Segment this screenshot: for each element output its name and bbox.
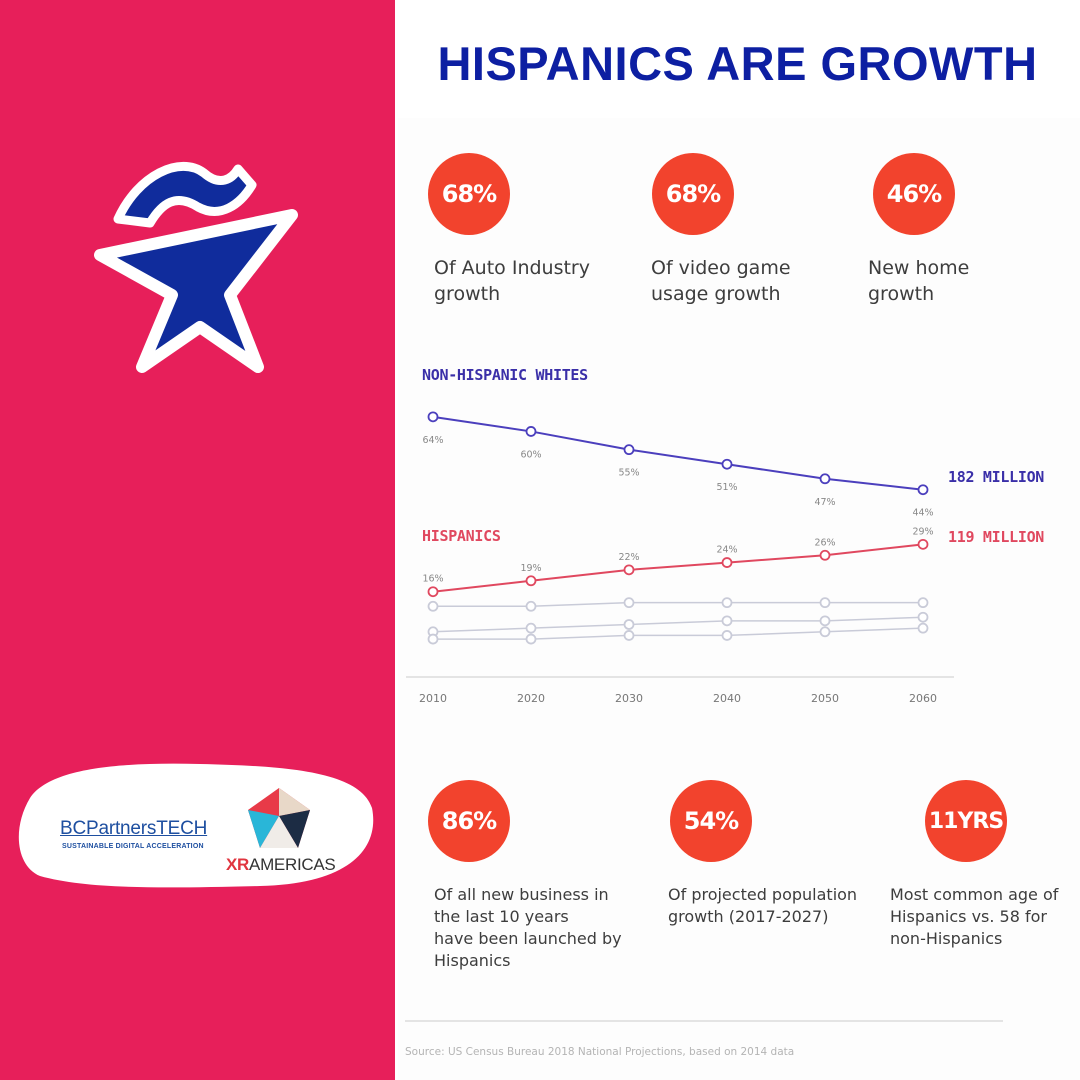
data-point-3-4 bbox=[819, 615, 831, 627]
stat-desc-auto: Of Auto Industry growth bbox=[434, 257, 590, 305]
data-point-4-5 bbox=[917, 622, 929, 634]
data-label-0-4: 47% bbox=[814, 497, 835, 508]
data-label-1-1: 19% bbox=[520, 563, 541, 574]
data-label-1-5: 29% bbox=[912, 526, 933, 537]
xr-americas-logo-icon bbox=[248, 788, 310, 848]
data-point-1-1 bbox=[525, 575, 537, 587]
data-label-1-3: 24% bbox=[716, 545, 737, 556]
x-tick-label-2050: 2050 bbox=[811, 692, 839, 705]
source-note: Source: US Census Bureau 2018 National P… bbox=[405, 1046, 795, 1058]
data-label-0-2: 55% bbox=[618, 468, 639, 479]
stat-desc-population-growth: Of projected population growth (2017-2027… bbox=[668, 885, 858, 926]
stat-desc-new-business: Of all new business in the last 10 years … bbox=[434, 885, 622, 970]
data-point-1-5 bbox=[917, 538, 929, 550]
stat-circle-new-business: 86% bbox=[428, 780, 510, 862]
series-line-3 bbox=[432, 616, 924, 633]
data-point-0-2 bbox=[623, 444, 635, 456]
data-point-0-5 bbox=[917, 484, 929, 496]
divider bbox=[405, 1020, 1003, 1022]
stat-circle-population-growth: 54% bbox=[670, 780, 752, 862]
data-point-0-0 bbox=[427, 411, 439, 423]
data-label-1-2: 22% bbox=[618, 552, 639, 563]
stat-desc-video-game: Of video game usage growth bbox=[651, 257, 791, 305]
data-point-1-3 bbox=[721, 557, 733, 568]
xr-americas-logo-text: XRAMERICAS bbox=[226, 855, 336, 874]
data-point-1-0 bbox=[427, 586, 439, 598]
data-label-0-0: 64% bbox=[422, 435, 443, 446]
data-point-1-4 bbox=[819, 549, 831, 561]
data-label-1-0: 16% bbox=[422, 574, 443, 585]
data-point-4-0 bbox=[427, 633, 439, 645]
end-label-hispanics: 119 MILLION bbox=[948, 528, 1045, 546]
data-point-1-2 bbox=[623, 564, 635, 576]
data-point-2-5 bbox=[917, 597, 929, 609]
series-label-non-hispanic-whites: NON-HISPANIC WHITES bbox=[422, 366, 588, 384]
page-title: HISPANICS ARE GROWTH bbox=[437, 37, 1038, 90]
x-tick-label-2030: 2030 bbox=[615, 692, 643, 705]
series-line-1 bbox=[432, 543, 924, 593]
series-line-4 bbox=[433, 627, 924, 640]
data-point-3-3 bbox=[721, 615, 733, 627]
data-point-4-3 bbox=[721, 630, 733, 641]
series-line-2 bbox=[433, 601, 923, 608]
data-point-4-4 bbox=[819, 626, 831, 638]
x-tick-label-2010: 2010 bbox=[419, 692, 447, 705]
data-point-4-1 bbox=[525, 633, 537, 645]
data-point-2-4 bbox=[819, 597, 831, 609]
x-tick-label-2040: 2040 bbox=[713, 692, 741, 705]
data-point-3-2 bbox=[623, 619, 635, 630]
data-point-0-4 bbox=[819, 473, 831, 485]
data-point-2-2 bbox=[623, 597, 635, 609]
data-point-0-3 bbox=[721, 458, 733, 470]
stat-desc-common-age: Most common age of Hispanics vs. 58 for n… bbox=[890, 885, 1059, 948]
data-label-0-1: 60% bbox=[520, 449, 541, 460]
stat-desc-new-home: New home growth bbox=[868, 257, 970, 305]
stat-circle-auto: 68% bbox=[428, 153, 510, 235]
x-tick-label-2060: 2060 bbox=[909, 692, 937, 705]
series-line-0 bbox=[432, 415, 924, 491]
bcpartners-logo-text: BCPartnersTECH bbox=[60, 818, 208, 839]
population-line-chart: 64% 60% 55% 51% 47% 44% 16% 19% 22% 24% 26% 29% 2010… bbox=[406, 411, 954, 705]
end-label-non-hispanic-whites: 182 MILLION bbox=[948, 468, 1045, 486]
data-point-2-0 bbox=[427, 600, 439, 612]
stat-circle-new-home: 46% bbox=[873, 153, 955, 235]
data-point-2-1 bbox=[525, 600, 537, 612]
data-label-0-5: 44% bbox=[912, 508, 933, 519]
stat-circle-common-age: 11YRS bbox=[925, 780, 1007, 862]
x-tick-label-2020: 2020 bbox=[517, 692, 545, 705]
infographic-area bbox=[398, 118, 1080, 1080]
data-point-4-2 bbox=[623, 630, 635, 641]
star-with-tilde-logo-icon bbox=[94, 161, 298, 373]
data-point-0-1 bbox=[525, 426, 537, 437]
data-point-3-5 bbox=[917, 611, 929, 623]
data-point-3-1 bbox=[525, 622, 537, 634]
stat-circle-video-game: 68% bbox=[652, 153, 734, 235]
data-label-1-4: 26% bbox=[814, 537, 835, 548]
data-label-0-3: 51% bbox=[716, 482, 737, 493]
bcpartners-tagline: SUSTAINABLE DIGITAL ACCELERATION bbox=[62, 843, 204, 850]
series-label-hispanics: HISPANICS bbox=[422, 527, 501, 545]
data-point-2-3 bbox=[721, 597, 733, 609]
